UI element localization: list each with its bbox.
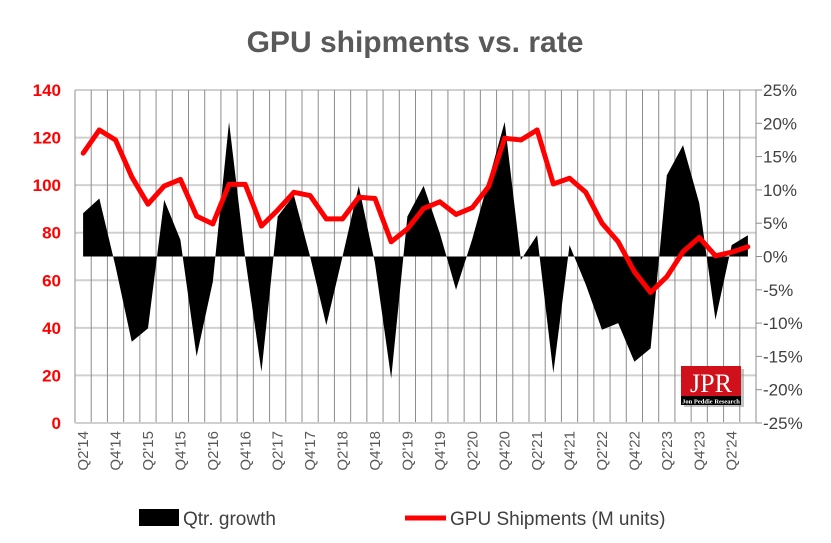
- x-tick-label: Q2'19: [399, 431, 416, 471]
- gpu-shipments-point: [696, 235, 702, 240]
- chart-title: GPU shipments vs. rate: [247, 26, 584, 59]
- x-tick-label: Q2'24: [724, 431, 741, 471]
- logo-mark: JPR: [690, 369, 733, 398]
- x-tick-label: Q2'20: [464, 431, 481, 471]
- gpu-shipments-point: [664, 274, 670, 280]
- gpu-shipments-point: [129, 174, 135, 180]
- gpu-shipments-point: [291, 189, 297, 195]
- legend-label-gpu-shipments: GPU Shipments (M units): [450, 509, 665, 530]
- x-tick-label: Q4'23: [691, 431, 708, 471]
- gpu-shipments-point: [307, 193, 313, 199]
- gpu-shipments-point: [713, 253, 718, 259]
- gpu-shipments-point: [615, 239, 621, 245]
- gpu-shipments-point: [113, 137, 118, 143]
- jpr-logo: JPR Jon Peddie Research: [681, 366, 744, 407]
- x-tick-label: Q2'14: [75, 431, 92, 471]
- x-tick-label: Q2'17: [270, 431, 287, 471]
- gpu-shipments-point: [534, 127, 540, 133]
- gpu-shipments-point: [469, 205, 475, 211]
- right-tick-label: -20%: [763, 381, 803, 400]
- gpu-shipments-point: [404, 226, 410, 232]
- x-tick-label: Q4'14: [108, 431, 125, 471]
- legend-label-qtr-growth: Qtr. growth: [183, 509, 276, 530]
- gpu-shipments-point: [275, 207, 281, 213]
- left-tick-label: 60: [42, 271, 61, 290]
- gpu-shipments-point: [567, 175, 572, 181]
- right-tick-label: 0%: [763, 248, 788, 267]
- left-tick-label: 80: [42, 224, 61, 243]
- x-tick-label: Q4'16: [237, 431, 254, 471]
- x-tick-label: Q2'21: [529, 431, 546, 471]
- gpu-shipments-point: [648, 290, 654, 295]
- x-tick-label: Q4'21: [562, 431, 579, 471]
- gpu-shipments-line: [81, 127, 749, 295]
- right-tick-label: 5%: [763, 214, 788, 233]
- gpu-shipments-point: [388, 239, 394, 245]
- x-tick-label: Q2'16: [205, 431, 222, 471]
- gpu-shipments-point: [356, 194, 362, 200]
- x-tick-label: Q2'18: [335, 431, 352, 471]
- gpu-shipments-point: [729, 249, 735, 255]
- gpu-shipments-point: [745, 244, 751, 250]
- gpu-shipments-point: [145, 201, 151, 207]
- gpu-shipments-point: [437, 199, 443, 205]
- left-tick-label: 100: [33, 176, 61, 195]
- right-tick-label: 20%: [763, 114, 797, 133]
- gpu-shipments-point: [96, 127, 102, 133]
- right-tick-label: -25%: [763, 414, 803, 433]
- gpu-shipments-point: [599, 220, 605, 226]
- gpu-shipments-point: [177, 177, 183, 182]
- gpu-shipments-point: [421, 206, 427, 211]
- left-tick-label: 120: [33, 129, 61, 148]
- gpu-shipments-point: [210, 221, 216, 227]
- x-tick-label: Q4'15: [172, 431, 189, 471]
- right-tick-label: 15%: [763, 148, 797, 167]
- x-tick-label: Q4'18: [367, 431, 384, 471]
- right-tick-label: 25%: [763, 81, 797, 100]
- gpu-shipments-point: [226, 182, 232, 187]
- x-tick-label: Q4'17: [302, 431, 319, 471]
- right-tick-label: -10%: [763, 314, 803, 333]
- legend: Qtr. growth GPU Shipments (M units): [139, 509, 665, 530]
- right-tick-label: -15%: [763, 347, 803, 366]
- gpu-shipments-point: [161, 183, 167, 189]
- gpu-shipments-point: [323, 216, 329, 222]
- gpu-shipments-point: [631, 269, 637, 275]
- gpu-shipments-point: [550, 181, 556, 187]
- left-tick-label: 20: [42, 366, 61, 385]
- gpu-shipments-point: [518, 137, 524, 143]
- gpu-shipments-series: [80, 127, 751, 295]
- gpu-shipments-point: [80, 150, 86, 156]
- gpu-shipments-point: [486, 184, 491, 190]
- x-tick-label: Q2'22: [594, 431, 611, 471]
- gpu-shipments-point: [583, 189, 589, 195]
- left-tick-label: 0: [52, 414, 61, 433]
- gpu-shipments-point: [194, 213, 200, 219]
- left-tick-label: 140: [33, 81, 61, 100]
- left-tick-label: 40: [42, 319, 61, 338]
- gpu-shipments-point: [259, 223, 264, 229]
- qtr-growth-area: [83, 121, 748, 379]
- logo-name: Jon Peddie Research: [682, 399, 740, 406]
- right-tick-label: 10%: [763, 181, 797, 200]
- axes: 0 20 40 60 80 100 120 140 -25% -20% -15% -10% -5% 0% 5…: [33, 81, 803, 471]
- gpu-shipments-point: [502, 135, 508, 141]
- gpu-shipments-point: [680, 249, 686, 255]
- x-tick-label: Q2'23: [659, 431, 676, 471]
- gpu-shipments-point: [340, 216, 345, 222]
- x-tick-label: Q4'20: [497, 431, 514, 471]
- gpu-shipments-point: [372, 196, 378, 201]
- gpu-shipments-point: [453, 211, 459, 217]
- x-tick-label: Q2'15: [140, 431, 157, 471]
- right-tick-label: -5%: [763, 281, 793, 300]
- legend-swatch-qtr-growth: [139, 509, 179, 526]
- x-tick-label: Q4'22: [626, 431, 643, 471]
- x-tick-label: Q4'19: [432, 431, 449, 471]
- gpu-shipments-point: [242, 182, 248, 187]
